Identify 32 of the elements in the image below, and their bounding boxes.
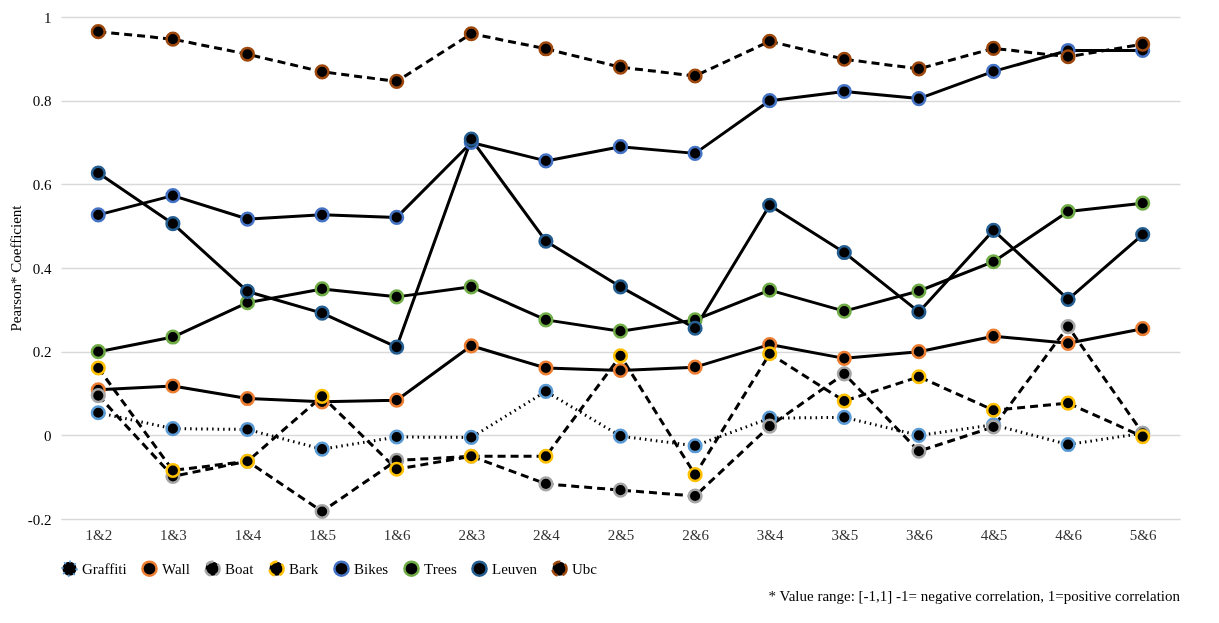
y-tick-label: -0.2 — [27, 511, 52, 528]
y-tick-label: 0.4 — [32, 260, 52, 277]
legend-label: Graffiti — [82, 560, 127, 577]
x-tick-label: 1&3 — [160, 526, 187, 543]
x-tick-label: 4&6 — [1055, 526, 1083, 543]
y-tick-label: 1 — [44, 9, 52, 26]
x-tick-label: 3&5 — [831, 526, 859, 543]
y-tick-label: 0.2 — [32, 344, 52, 361]
x-tick-label: 3&4 — [756, 526, 785, 543]
legend-label: Wall — [162, 560, 190, 577]
legend-label: Leuven — [492, 560, 538, 577]
x-tick-label: 1&6 — [383, 526, 412, 543]
x-tick-label: 1&4 — [234, 526, 262, 543]
legend-label: Trees — [424, 560, 457, 577]
y-axis-title: Pearson* Coefficient — [7, 204, 24, 332]
legend-label: Bark — [289, 560, 319, 577]
x-tick-label: 2&6 — [682, 526, 710, 543]
legend-label: Boat — [225, 560, 255, 577]
text: * Value range: [-1,1] -1= negative correlation, 1=positive correlation — [768, 588, 1181, 604]
y-tick-label: 0 — [44, 427, 52, 444]
x-tick-label: 2&5 — [607, 526, 635, 543]
y-tick-label: 0.6 — [32, 176, 52, 193]
legend-label: Ubc — [572, 560, 598, 577]
x-tick-label: 1&2 — [85, 526, 113, 543]
x-tick-label: 2&4 — [533, 526, 561, 543]
legend-label: Bikes — [354, 560, 389, 577]
x-tick-label: 2&3 — [458, 526, 486, 543]
x-tick-label: 3&6 — [906, 526, 934, 543]
x-tick-label: 4&5 — [980, 526, 1008, 543]
x-tick-label: 5&6 — [1129, 526, 1158, 543]
x-tick-label: 1&5 — [309, 526, 336, 543]
y-tick-label: 0.8 — [32, 93, 52, 110]
